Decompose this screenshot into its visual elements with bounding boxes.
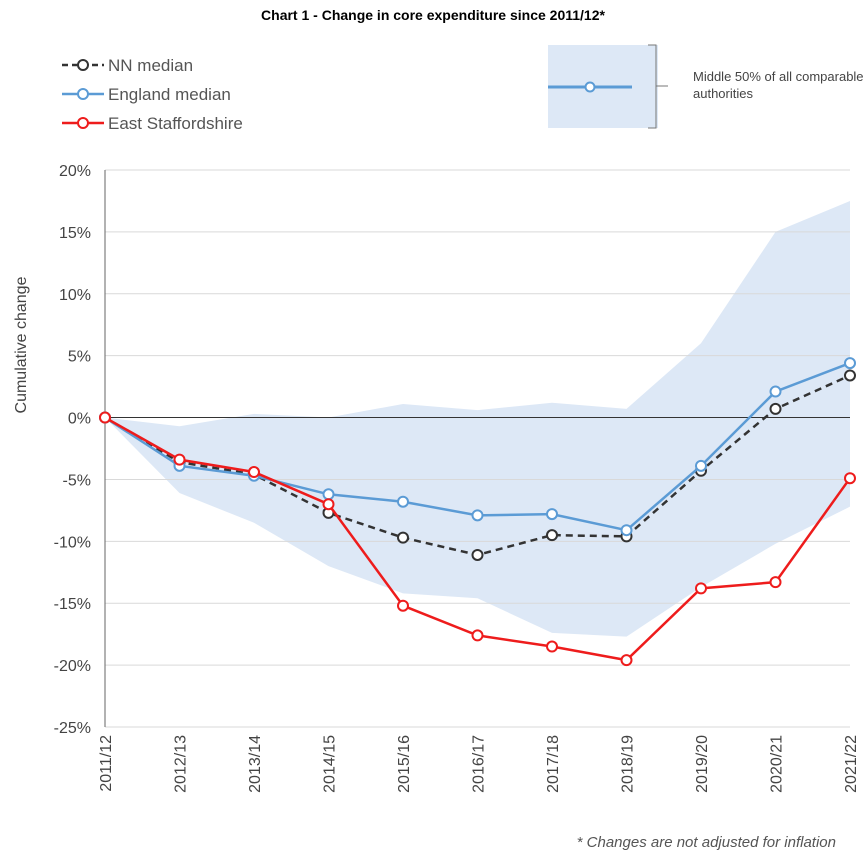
data-point — [844, 472, 856, 485]
data-point — [844, 369, 856, 382]
legend-label: NN median — [108, 56, 193, 75]
data-point — [471, 509, 484, 522]
data-point — [471, 548, 484, 561]
data-point — [844, 357, 856, 370]
data-point — [769, 576, 782, 589]
chart-title: Chart 1 - Change in core expenditure sin… — [261, 7, 605, 23]
data-point — [769, 385, 782, 398]
data-point — [248, 466, 260, 479]
band-legend-text: Middle 50% of all comparable authorities — [693, 69, 864, 101]
y-tick-label: -10% — [54, 534, 91, 551]
y-tick-label: 10% — [59, 287, 91, 304]
data-point — [695, 582, 707, 595]
data-point — [397, 495, 409, 508]
band-legend-marker — [584, 81, 596, 93]
data-point — [99, 411, 111, 424]
bracket — [648, 44, 668, 129]
data-point — [397, 531, 409, 544]
x-tick-label: 2019/20 — [694, 735, 711, 793]
y-tick-label: 0% — [68, 411, 91, 428]
data-point — [173, 453, 186, 466]
y-tick-label: -25% — [54, 720, 91, 737]
y-tick-label: -15% — [54, 596, 91, 613]
y-tick-label: -5% — [63, 472, 91, 489]
data-point — [769, 402, 782, 415]
data-point — [546, 640, 558, 653]
data-point — [471, 629, 484, 642]
x-tick-label: 2021/22 — [843, 735, 860, 793]
y-axis-label: Cumulative change — [13, 276, 30, 413]
data-point — [322, 488, 335, 501]
legend-marker — [77, 59, 89, 71]
x-tick-label: 2018/19 — [620, 735, 637, 793]
band-area — [105, 200, 850, 637]
data-point — [620, 524, 633, 537]
footnote: * Changes are not adjusted for inflation — [577, 834, 836, 851]
y-tick-label: 20% — [59, 163, 91, 180]
x-tick-label: 2012/13 — [173, 735, 190, 793]
y-tick-label: 15% — [59, 225, 91, 242]
x-tick-label: 2011/12 — [98, 735, 115, 792]
y-tick-label: 5% — [68, 349, 91, 366]
x-tick-label: 2015/16 — [396, 735, 413, 793]
y-tick-label: -20% — [54, 658, 91, 675]
x-tick-label: 2020/21 — [769, 735, 786, 793]
x-tick-label: 2017/18 — [545, 735, 562, 793]
x-tick-label: 2014/15 — [322, 735, 339, 793]
x-tick-label: 2016/17 — [471, 735, 488, 793]
data-point — [546, 508, 558, 521]
data-point — [546, 529, 558, 542]
data-point — [695, 459, 707, 472]
data-point — [620, 654, 633, 667]
data-point — [322, 498, 335, 511]
legend-marker — [77, 117, 89, 129]
legend-label: England median — [108, 85, 231, 104]
legend-label: East Staffordshire — [108, 114, 243, 133]
legend-marker — [77, 88, 89, 100]
x-tick-label: 2013/14 — [247, 735, 264, 793]
data-point — [397, 599, 409, 612]
